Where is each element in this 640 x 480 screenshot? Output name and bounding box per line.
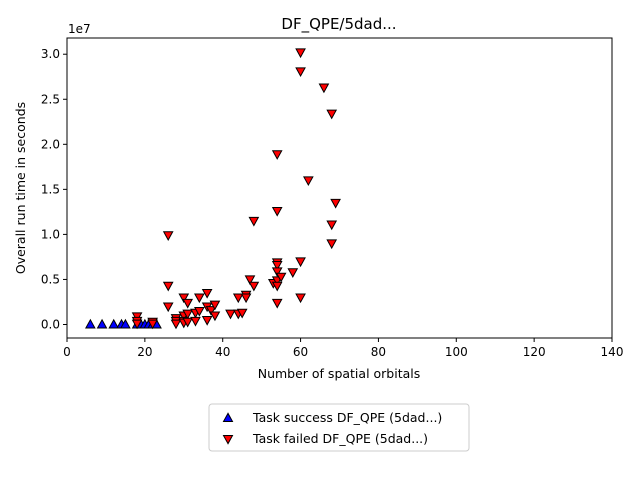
failed-point (248, 281, 260, 292)
failed-point (240, 293, 252, 304)
failed-point (326, 109, 338, 120)
y-axis-label: Overall run time in seconds (13, 102, 28, 274)
y-tick-label: 1.5 (41, 182, 60, 196)
failed-point (295, 257, 306, 268)
failed-point (236, 308, 248, 319)
failed-point (194, 293, 205, 304)
failed-point (271, 261, 283, 271)
series-task-failed (131, 48, 341, 330)
x-tick-label: 80 (371, 345, 386, 359)
legend-failed-marker (222, 434, 234, 445)
failed-point (201, 315, 213, 326)
failed-point (271, 267, 283, 278)
y-tick-label: 2.0 (41, 137, 60, 151)
failed-point (178, 293, 190, 304)
failed-point (209, 300, 221, 311)
failed-point (326, 239, 338, 250)
plot-area (85, 48, 341, 330)
x-tick-label: 0 (63, 345, 71, 359)
y-tick-label: 3.0 (41, 47, 60, 61)
failed-point (147, 319, 158, 330)
failed-point (271, 281, 283, 292)
success-point (96, 318, 108, 329)
failed-point (275, 272, 287, 283)
y-axis: 0.0 0.5 1.0 1.5 2.0 2.5 3.0 (41, 47, 67, 331)
failed-point (232, 293, 244, 304)
x-tick-label: 120 (523, 345, 546, 359)
failed-point (330, 198, 341, 209)
failed-point (295, 48, 306, 59)
failed-point (271, 206, 283, 217)
legend-failed-label: Task failed DF_QPE (5dad...) (252, 431, 428, 446)
failed-point (201, 288, 213, 299)
failed-point (205, 306, 217, 316)
failed-point (182, 317, 194, 328)
y-tick-label: 0.5 (41, 272, 60, 286)
failed-point (326, 220, 338, 231)
failed-point (295, 67, 306, 78)
legend-success-label: Task success DF_QPE (5dad...) (252, 410, 442, 425)
legend-box (208, 403, 470, 452)
chart-title: DF_QPE/5dad... (281, 15, 396, 34)
failed-point (295, 293, 306, 304)
failed-point (182, 309, 194, 320)
legend-success-marker (222, 412, 234, 423)
failed-point (162, 302, 174, 313)
failed-point (244, 275, 256, 286)
y-tick-label: 2.5 (41, 92, 60, 106)
x-tick-label: 140 (601, 345, 624, 359)
x-axis: 0 20 40 60 80 100 120 140 (63, 338, 623, 359)
failed-point (225, 309, 236, 320)
x-tick-label: 20 (137, 345, 152, 359)
success-point (108, 318, 120, 329)
success-point (85, 318, 96, 329)
y-offset-label: 1e7 (68, 22, 91, 36)
failed-point (271, 298, 283, 309)
y-tick-label: 0.0 (41, 317, 60, 331)
failed-point (209, 311, 221, 322)
failed-point (271, 150, 283, 160)
failed-point (190, 316, 201, 327)
failed-point (182, 298, 194, 309)
x-tick-label: 40 (215, 345, 230, 359)
failed-point (131, 319, 143, 330)
failed-point (162, 281, 174, 292)
failed-point (318, 83, 330, 94)
x-axis-label: Number of spatial orbitals (258, 366, 421, 381)
legend: Task success DF_QPE (5dad...) Task failed… (208, 403, 470, 452)
x-tick-label: 60 (293, 345, 308, 359)
failed-point (303, 176, 314, 187)
success-point (120, 318, 131, 329)
y-tick-label: 1.0 (41, 227, 60, 241)
failed-point (287, 268, 299, 278)
failed-point (170, 319, 182, 330)
axes-frame (66, 37, 613, 339)
failed-point (194, 306, 205, 317)
failed-point (248, 216, 260, 227)
failed-point (162, 231, 174, 242)
x-tick-label: 100 (445, 345, 468, 359)
